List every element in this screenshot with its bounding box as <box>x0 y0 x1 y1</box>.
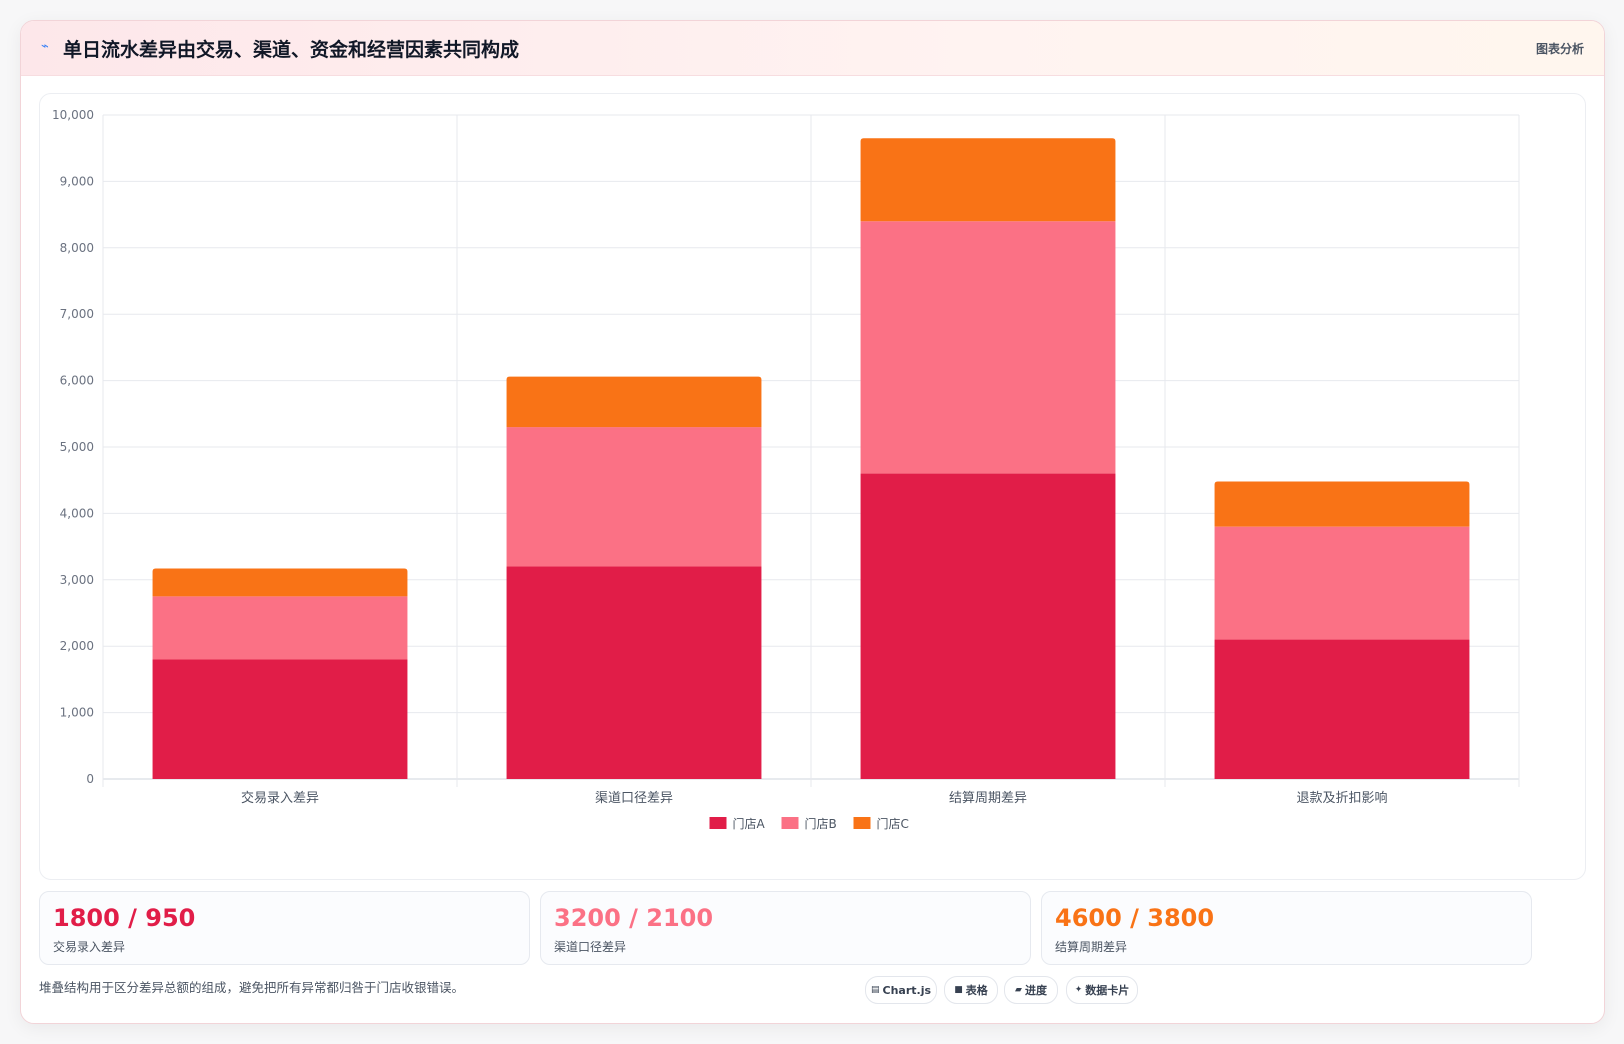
pill-label: 数据卡片 <box>1085 984 1130 997</box>
x-tick-label: 交易录入差异 <box>241 790 319 806</box>
pill-label: 进度 <box>1024 984 1047 997</box>
y-tick-label: 5,000 <box>60 440 94 454</box>
stat-card-2: 3200 / 2100 渠道口径差异 <box>540 891 1031 965</box>
y-tick-label: 1,000 <box>60 706 94 720</box>
stat-card-1: 1800 / 950 交易录入差异 <box>39 891 530 965</box>
x-tick-label: 结算周期差异 <box>949 791 1027 806</box>
table-icon: ■ <box>954 985 963 995</box>
chart-title: 单日流水差异由交易、渠道、资金和经营因素共同构成 <box>63 39 520 61</box>
stacked-bar-chart: 0 1,000 2,000 3,000 4,000 5,000 6,000 7,000 8,00… <box>52 108 1520 831</box>
y-tick-label: 0 <box>86 772 94 786</box>
card-header: ⌁ 单日流水差异由交易、渠道、资金和经营因素共同构成 图表分析 <box>21 21 1604 76</box>
lightning-icon: ⌁ <box>41 39 49 54</box>
legend-label: 门店C <box>877 816 909 831</box>
footer-note: 堆叠结构用于区分差异总额的组成，避免把所有异常都归咎于门店收银错误。 <box>39 980 465 995</box>
stat-label: 结算周期差异 <box>1055 940 1128 954</box>
y-tick-label: 2,000 <box>60 639 94 653</box>
progress-pill-button[interactable]: ▰ 进度 <box>1004 976 1058 1004</box>
bar-segment <box>860 473 1116 779</box>
y-tick-label: 8,000 <box>60 241 94 255</box>
chart-analysis-link[interactable]: 图表分析 <box>1535 42 1584 56</box>
stat-label: 渠道口径差异 <box>554 940 627 954</box>
legend-swatch <box>781 817 799 829</box>
y-tick-label: 7,000 <box>60 307 94 321</box>
x-tick-label: 退款及折扣影响 <box>1296 790 1387 806</box>
stat-label: 交易录入差异 <box>53 940 126 954</box>
progress-icon: ▰ <box>1015 985 1022 995</box>
legend-label: 门店A <box>733 816 766 831</box>
table-pill-button[interactable]: ■ 表格 <box>944 976 998 1004</box>
pill-label: 表格 <box>965 984 988 997</box>
stat-value: 4600 / 3800 <box>1055 904 1215 932</box>
bar-segment <box>1214 526 1470 640</box>
legend-swatch <box>853 817 871 829</box>
bar-segment <box>860 221 1116 474</box>
y-tick-label: 10,000 <box>52 108 94 122</box>
legend-label: 门店B <box>805 816 837 831</box>
bar-segment <box>152 659 408 779</box>
y-tick-label: 6,000 <box>60 374 94 388</box>
bar-segment <box>506 566 762 779</box>
y-tick-label: 9,000 <box>60 174 94 188</box>
stat-value: 3200 / 2100 <box>554 904 714 932</box>
pill-label: Chart.js <box>882 983 932 997</box>
y-tick-label: 4,000 <box>60 506 94 520</box>
stat-card-3: 4600 / 3800 结算周期差异 <box>1041 891 1532 965</box>
stat-value: 1800 / 950 <box>53 904 196 932</box>
y-tick-label: 3,000 <box>60 573 94 587</box>
bar-segment <box>1214 639 1470 779</box>
x-tick-label: 渠道口径差异 <box>595 791 673 806</box>
bar-segment <box>152 568 408 597</box>
bar-segment <box>152 596 408 660</box>
chart-card: ⌁ 单日流水差异由交易、渠道、资金和经营因素共同构成 图表分析 0 1,000 2,… <box>20 20 1605 1024</box>
chart-area: 0 1,000 2,000 3,000 4,000 5,000 6,000 7,000 8,00… <box>39 93 1586 880</box>
sparkle-icon: ✦ <box>1074 985 1083 995</box>
chart-icon: ▤ <box>870 985 880 995</box>
data-card-pill-button[interactable]: ✦ 数据卡片 <box>1066 976 1138 1004</box>
legend-swatch <box>709 817 727 829</box>
bar-segment <box>506 427 762 567</box>
bar-segment <box>860 138 1116 222</box>
chartjs-pill-button[interactable]: ▤ Chart.js <box>865 976 937 1004</box>
bar-segment <box>506 376 762 428</box>
bar-segment <box>1214 481 1470 527</box>
